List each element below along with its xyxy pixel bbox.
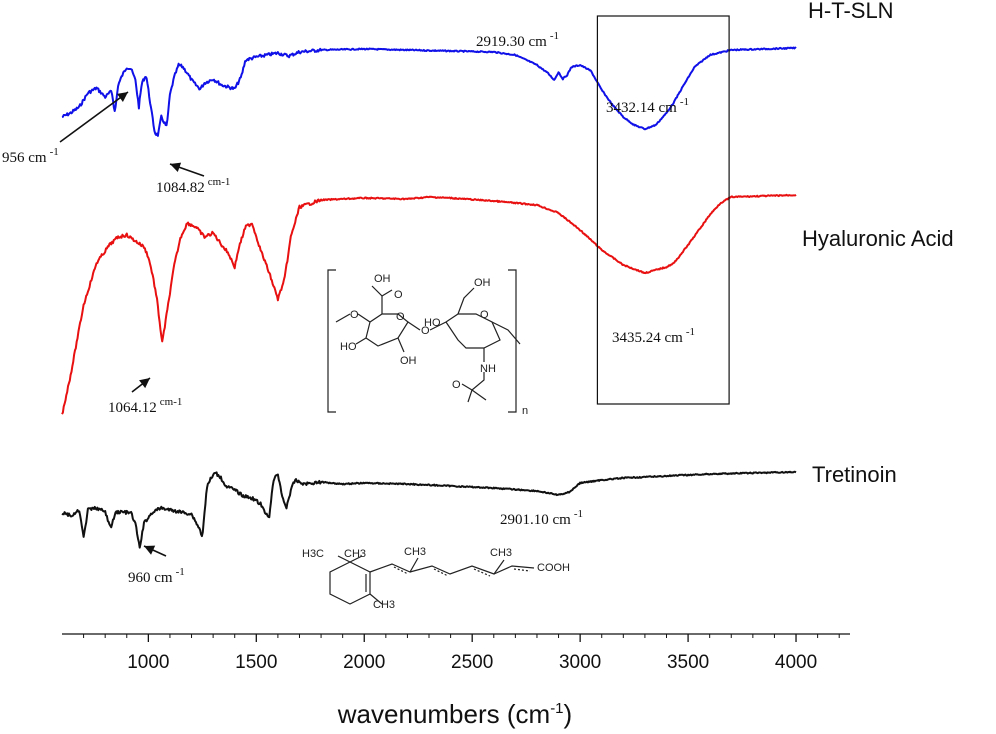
tret-label-5: CH3 [373, 599, 395, 611]
series-hyaluronic-acid [61, 193, 797, 415]
x-axis-title-sup: -1 [550, 700, 563, 717]
annotation-arrow-head [116, 92, 128, 102]
ha-label-1: O [394, 289, 403, 301]
tret-label-0: H3C [302, 548, 324, 560]
series-layer [61, 46, 797, 549]
tret-label-2: CH3 [404, 546, 426, 558]
x-axis-title-main: wavenumbers (cm [337, 699, 550, 729]
ha-label-3: HO [340, 341, 357, 353]
ha-label-11: O [452, 379, 461, 391]
ha-label-4: O [396, 311, 405, 323]
x-axis-ticks: 1000 1500 2000 2500 3000 3500 4000 [83, 634, 840, 673]
ha-label-7: HO [424, 317, 441, 329]
highlight-box [596, 15, 730, 405]
hyaluronic-acid-structure: OH O O HO O OH O HO O OH NH O n [327, 269, 528, 417]
x-axis-title-end: ) [564, 699, 573, 729]
tret-label-1: CH3 [344, 548, 366, 560]
peak-annotation: 956 cm -1 [2, 146, 59, 166]
annotation-arrow-line [59, 91, 129, 143]
annotation-layer: 956 cm -1 1084.82 cm-1 2919.30 cm -1 3432.14 c… [2, 30, 695, 586]
ha-label-8: O [480, 309, 489, 321]
peak-annotation: 2919.30 cm -1 [476, 30, 559, 50]
series-label-h-t-sln: H-T-SLN [808, 0, 894, 23]
tretinoin-structure: H3C CH3 CH3 CH3 COOH CH3 [302, 546, 570, 611]
annotation-arrow-head [170, 162, 182, 173]
peak-annotation: 3432.14 cm -1 [606, 96, 689, 116]
x-tick-label: 1500 [235, 652, 277, 673]
series-label-hyaluronic-acid: Hyaluronic Acid [802, 226, 954, 251]
annotation-arrow-head [139, 378, 150, 389]
ha-label-2: O [350, 309, 359, 321]
series-tretinoin [61, 470, 797, 549]
ha-label-5: OH [400, 355, 417, 367]
x-tick-label: 3000 [559, 652, 601, 673]
peak-annotation: 2901.10 cm -1 [500, 508, 583, 528]
annotation-arrow-head [144, 545, 156, 555]
peak-annotation: 3435.24 cm -1 [612, 326, 695, 346]
ha-label-10: NH [480, 363, 496, 375]
x-axis-title: wavenumbers (cm-1) [337, 699, 572, 729]
peak-annotation: 960 cm -1 [128, 566, 185, 586]
ha-label-9: OH [474, 277, 491, 289]
tret-label-4: COOH [537, 562, 570, 574]
ha-label-12: n [522, 405, 528, 417]
x-tick-label: 4000 [775, 652, 817, 673]
series-h-t-sln [61, 46, 797, 137]
x-tick-label: 2000 [343, 652, 385, 673]
ha-label-0: OH [374, 273, 391, 285]
x-tick-label: 3500 [667, 652, 709, 673]
x-tick-label: 1000 [127, 652, 169, 673]
peak-annotation: 1084.82 cm-1 [156, 176, 230, 196]
tret-label-3: CH3 [490, 547, 512, 559]
series-label-tretinoin: Tretinoin [812, 462, 897, 487]
peak-annotation: 1064.12 cm-1 [108, 396, 182, 416]
x-tick-label: 2500 [451, 652, 493, 673]
ha-label-6: O [421, 325, 430, 337]
